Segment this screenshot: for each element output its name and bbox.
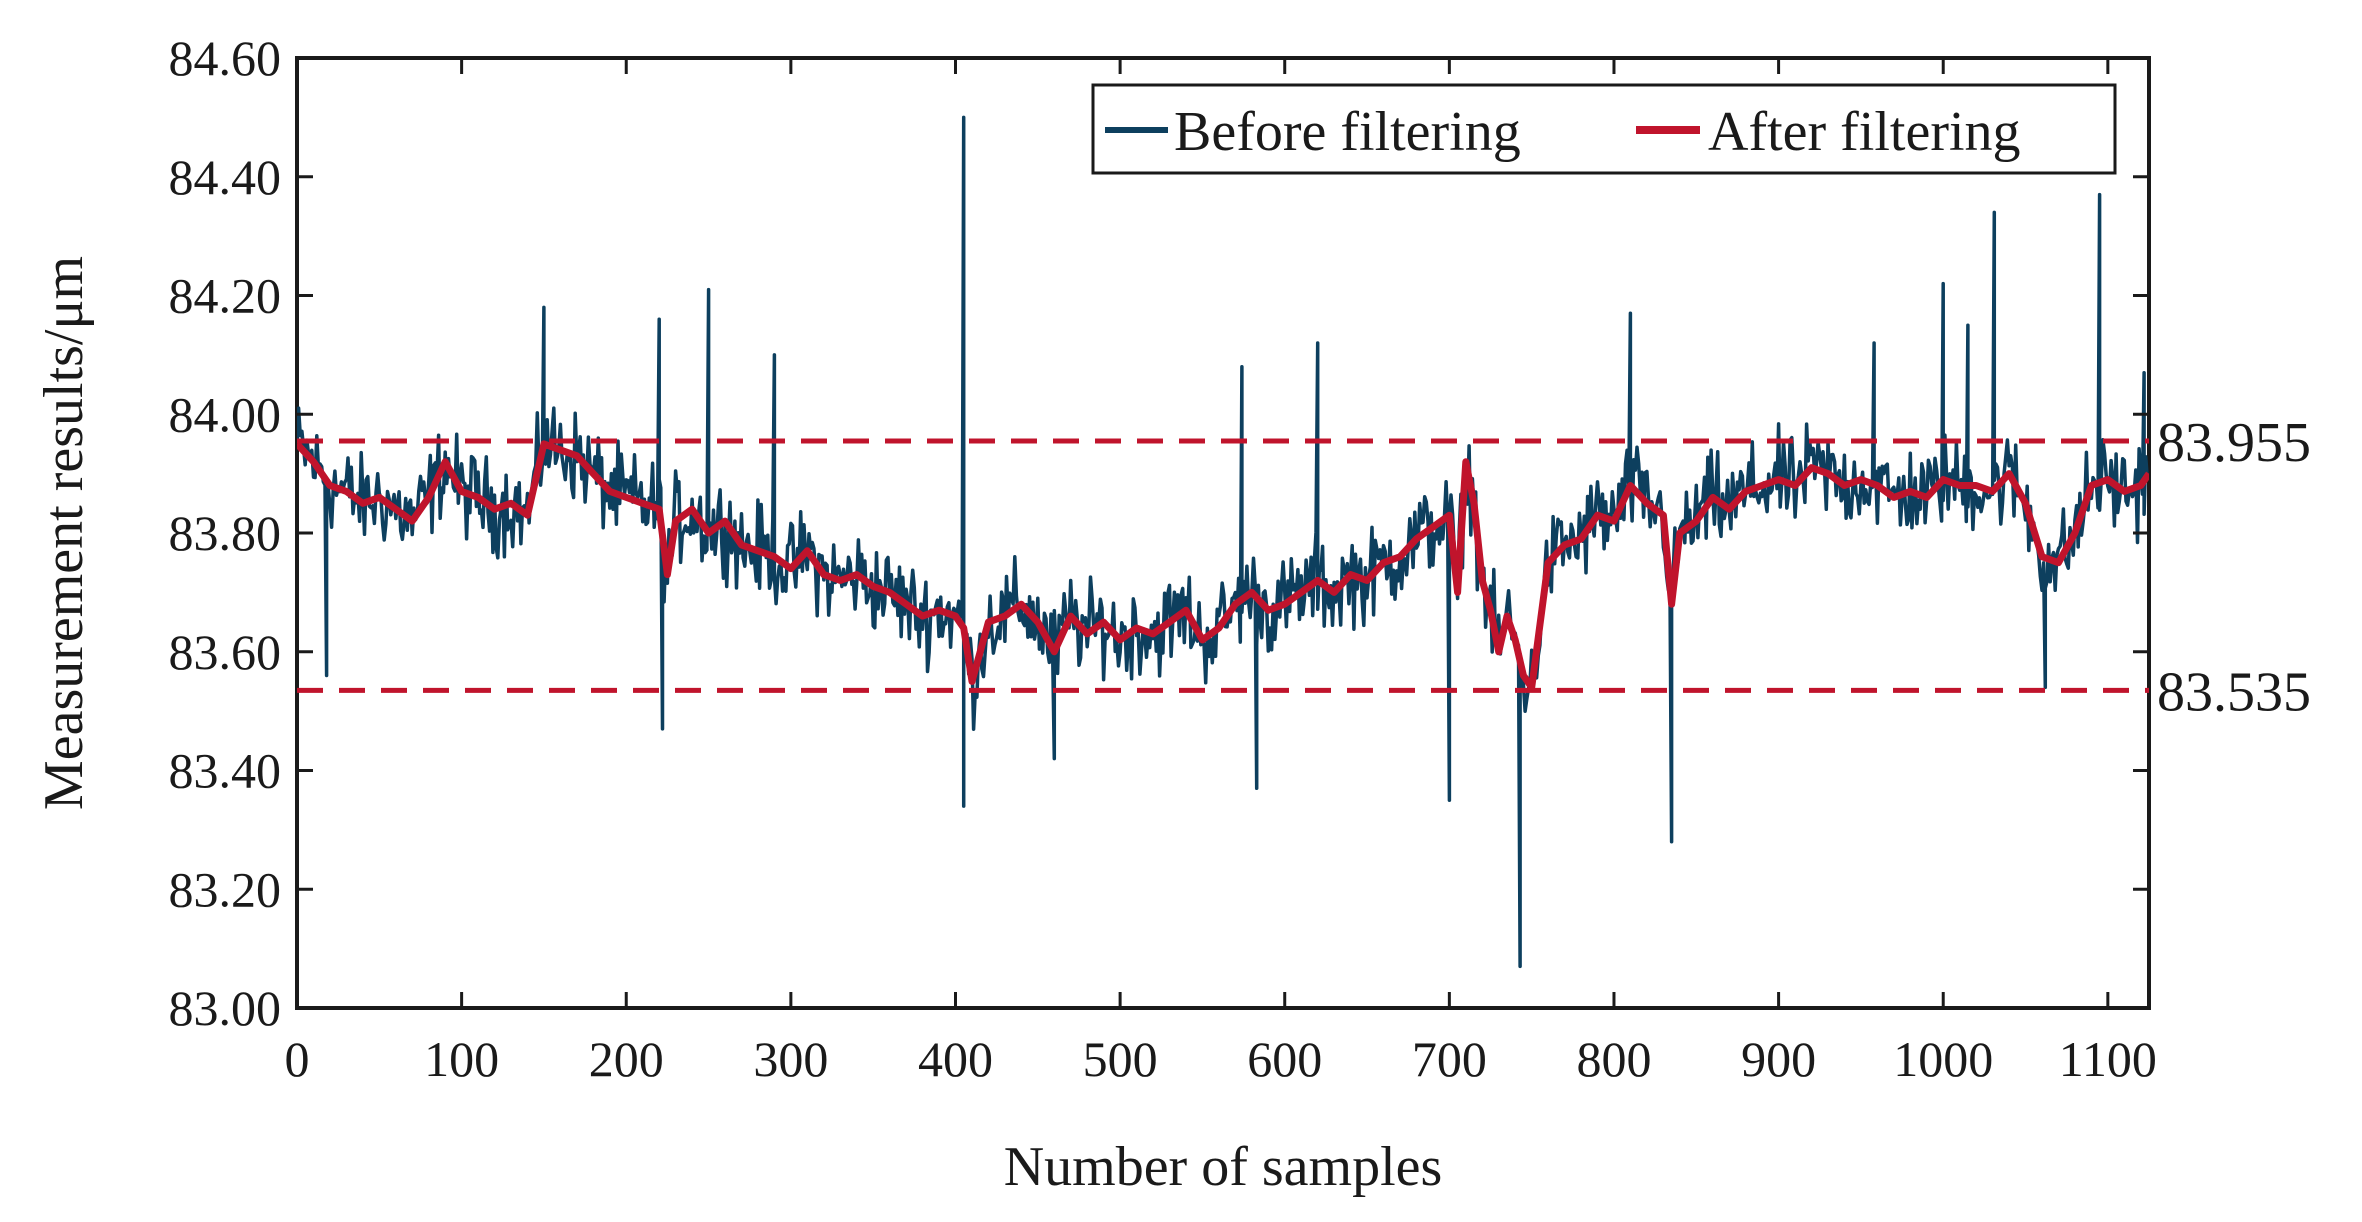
legend: Before filtering After filtering	[1091, 83, 2117, 175]
x-tick-label: 800	[1576, 1031, 1651, 1087]
x-tick-label: 1000	[1893, 1031, 1993, 1087]
y-tick-label: 83.60	[169, 624, 282, 680]
reference-line-label-1: 83.955	[2157, 412, 2311, 474]
x-tick-label: 700	[1412, 1031, 1487, 1087]
series-before-filtering-line	[297, 115, 2149, 969]
y-tick-label: 83.00	[169, 980, 282, 1036]
legend-label-after: After filtering	[1708, 101, 2021, 163]
y-tick-label: 83.20	[169, 861, 282, 917]
x-tick-label: 900	[1741, 1031, 1816, 1087]
y-tick-label: 84.40	[169, 149, 282, 205]
y-tick-label: 84.20	[169, 268, 282, 324]
reference-line-label-2: 83.535	[2157, 661, 2311, 723]
x-tick-label: 500	[1083, 1031, 1158, 1087]
x-tick-label: 300	[753, 1031, 828, 1087]
legend-label-before: Before filtering	[1174, 101, 1521, 163]
y-tick-label: 84.00	[169, 386, 282, 442]
x-tick-label: 1100	[2059, 1031, 2157, 1087]
y-tick-label: 84.60	[169, 30, 282, 86]
series-after-filtering-line	[297, 440, 2149, 691]
x-tick-label: 200	[589, 1031, 664, 1087]
legend-box	[1091, 83, 2117, 175]
x-tick-label: 100	[424, 1031, 499, 1087]
y-tick-label: 83.80	[169, 505, 282, 561]
plot-area-frame	[295, 56, 2151, 1010]
x-tick-label: 0	[285, 1031, 310, 1087]
x-tick-label: 600	[1247, 1031, 1322, 1087]
y-axis-title: Measurement results/μm	[33, 256, 95, 810]
y-tick-label: 83.40	[169, 743, 282, 799]
x-axis-title: Number of samples	[1004, 1136, 1443, 1198]
x-tick-label: 400	[918, 1031, 993, 1087]
